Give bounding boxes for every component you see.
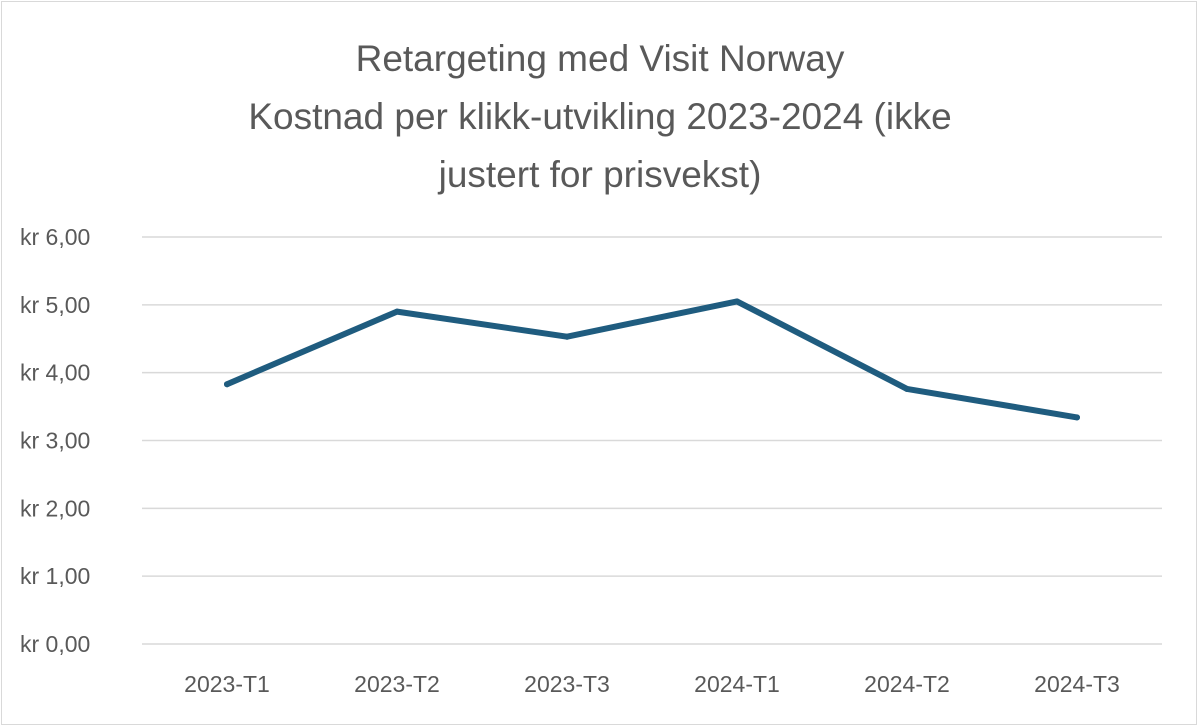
chart-title: Retargeting med Visit Norway Kostnad per… — [2, 30, 1198, 204]
series-layer — [224, 298, 1080, 421]
y-tick-label: kr 1,00 — [20, 563, 90, 589]
x-tick-label: 2023-T2 — [354, 671, 440, 697]
data-point — [1074, 414, 1080, 421]
y-tick-label: kr 0,00 — [20, 631, 90, 657]
chart-title-line-1: Retargeting med Visit Norway — [355, 38, 845, 79]
data-point — [564, 333, 570, 340]
data-point — [394, 308, 400, 315]
y-tick-label: kr 4,00 — [20, 360, 90, 386]
y-tick-label: kr 6,00 — [20, 224, 90, 250]
data-point — [224, 381, 230, 388]
y-axis-tick-labels: kr 6,00 kr 5,00 kr 4,00 kr 3,00 kr 2,00 kr 1,… — [20, 224, 90, 657]
x-tick-label: 2023-T1 — [184, 671, 270, 697]
chart-title-line-2: Kostnad per klikk-utvikling 2023-2024 (i… — [248, 96, 952, 137]
x-tick-label: 2023-T3 — [524, 671, 610, 697]
data-point — [734, 298, 740, 305]
x-axis-tick-labels: 2023-T1 2023-T2 2023-T3 2024-T1 2024-T2 2024-… — [184, 671, 1120, 697]
y-tick-label: kr 3,00 — [20, 428, 90, 454]
y-tick-label: kr 2,00 — [20, 495, 90, 521]
chart-title-line-3: justert for prisvekst) — [438, 154, 762, 195]
data-point — [904, 385, 910, 392]
y-tick-label: kr 5,00 — [20, 292, 90, 318]
gridlines — [142, 236, 1162, 645]
x-tick-label: 2024-T1 — [694, 671, 780, 697]
x-tick-label: 2024-T2 — [864, 671, 950, 697]
series-line — [224, 298, 1080, 421]
x-tick-label: 2024-T3 — [1034, 671, 1120, 697]
